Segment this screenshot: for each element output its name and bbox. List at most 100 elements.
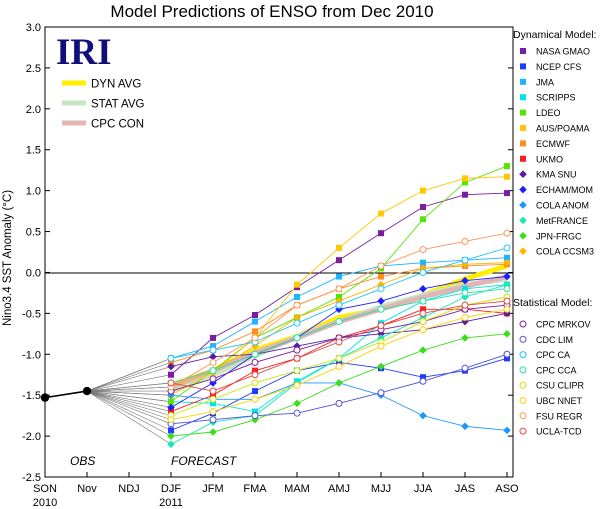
point-cpc-cca — [293, 334, 301, 342]
x-tick-label: MJJ — [371, 483, 391, 495]
x-sublabel: 2010 — [33, 497, 57, 509]
point-nasa-gmao — [420, 204, 426, 210]
point-aus-poama — [294, 281, 300, 288]
y-tick-label: 1.5 — [26, 145, 41, 157]
point-echam-mom — [377, 297, 385, 305]
observed-point — [40, 393, 50, 402]
point-cpc-ca — [293, 319, 301, 327]
point-cola-ccsm3 — [293, 313, 301, 322]
x-tick-label: FMA — [243, 483, 267, 495]
observed-series — [40, 386, 92, 402]
forecast-connector — [86, 390, 172, 416]
point-cdc-lim — [251, 412, 259, 420]
point-jpn-frgc — [209, 428, 217, 436]
point-cpc-mrkov — [251, 358, 259, 366]
point-jma — [336, 273, 342, 280]
point-aus-poama — [378, 210, 384, 217]
point-fsu-regr — [251, 334, 259, 342]
legend-label-scripps: SCRIPPS — [536, 93, 576, 103]
point-ucla-tcd — [167, 379, 175, 387]
legend-label-ukmo: UKMO — [536, 154, 563, 164]
point-cdc-lim — [461, 364, 469, 372]
point-cpc-cca — [503, 285, 511, 293]
forecast-connector — [86, 390, 172, 412]
point-kma-snu — [503, 309, 511, 318]
point-echam-mom — [503, 272, 511, 281]
point-cpc-ca — [335, 301, 343, 309]
avg-legend-label: STAT AVG — [91, 99, 145, 111]
point-ubc-nnet — [293, 381, 301, 389]
point-jpn-frgc — [461, 334, 469, 342]
legend-label-fsu-regr: FSU REGR — [536, 411, 583, 421]
legend-marker-metfrance — [519, 216, 527, 225]
point-jpn-frgc — [335, 379, 343, 387]
point-jma — [210, 343, 216, 350]
point-kma-snu — [167, 362, 175, 371]
point-fsu-regr — [293, 301, 301, 309]
point-cpc-mrkov — [209, 375, 217, 383]
point-aus-poama — [420, 187, 426, 194]
y-tick-label: -2.0 — [22, 431, 41, 443]
point-cpc-cca — [209, 367, 217, 375]
legend-label-ncep-cfs: NCEP CFS — [536, 62, 581, 72]
point-nasa-gmao — [462, 191, 468, 198]
legend-label-ucla-tcd: UCLA-TCD — [536, 427, 582, 437]
point-jpn-frgc — [377, 362, 385, 371]
point-cola-ccsm3 — [461, 260, 469, 269]
y-tick-label: 0.5 — [26, 227, 41, 239]
point-cdc-lim — [293, 409, 301, 417]
forecast-connector — [86, 390, 172, 403]
legend-label-ecmwf: ECMWF — [536, 139, 570, 149]
point-ecmwf — [252, 328, 258, 335]
point-ucla-tcd — [461, 301, 469, 309]
legend-marker-cdc-lim — [519, 335, 527, 343]
point-ubc-nnet — [335, 363, 343, 371]
point-csu-clipr — [293, 367, 301, 375]
point-nasa-gmao — [168, 371, 174, 378]
observed-line — [44, 390, 88, 399]
forecast-label: FORECAST — [171, 454, 238, 468]
legend-marker-ncep-cfs — [520, 63, 526, 70]
legend-label-cola-anom: COLA ANOM — [536, 201, 589, 211]
chart-title: Model Predictions of ENSO from Dec 2010 — [110, 2, 433, 21]
legend-marker-ldeo — [520, 109, 526, 116]
point-ukmo — [210, 392, 216, 399]
y-tick-label: -1.5 — [22, 390, 41, 402]
forecast-connector — [86, 390, 172, 431]
dynamical-legend-title: Dynamical Model: — [513, 29, 596, 41]
point-cpc-cca — [377, 305, 385, 313]
point-ucla-tcd — [251, 371, 259, 379]
point-ldeo — [336, 294, 342, 300]
forecast-connector — [86, 386, 172, 392]
legend-marker-ukmo — [520, 155, 526, 162]
legend-marker-ecmwf — [520, 140, 526, 147]
legend-marker-cola-ccsm3 — [519, 247, 527, 255]
point-ubc-nnet — [377, 342, 385, 350]
point-ecmwf — [168, 359, 174, 366]
y-tick-label: 2.0 — [26, 104, 41, 116]
point-cdc-lim — [209, 416, 217, 424]
point-csu-clipr — [419, 318, 427, 326]
point-cpc-ca — [503, 244, 511, 252]
legend-label-aus-poama: AUS/POAMA — [536, 124, 590, 134]
point-ucla-tcd — [419, 309, 427, 317]
point-ubc-nnet — [209, 408, 217, 416]
forecast-connector — [86, 366, 172, 392]
point-ldeo — [168, 398, 174, 405]
point-fsu-regr — [461, 237, 469, 245]
forecast-connector — [86, 390, 172, 425]
point-echam-mom — [419, 285, 427, 293]
legend-marker-csu-clipr — [519, 381, 527, 389]
point-nasa-gmao — [504, 190, 510, 197]
point-echam-mom — [335, 305, 343, 314]
point-cpc-ca — [419, 268, 427, 276]
legend-label-kma-snu: KMA SNU — [536, 170, 577, 180]
legend-marker-fsu-regr — [519, 412, 527, 420]
legend-label-cpc-ca: CPC CA — [536, 350, 570, 360]
point-jma — [294, 294, 300, 300]
point-ucla-tcd — [293, 354, 301, 362]
x-tick-label: MAM — [284, 483, 310, 495]
x-sublabel: 2011 — [159, 497, 183, 509]
forecast-connector — [86, 390, 172, 421]
point-cdc-lim — [377, 389, 385, 397]
